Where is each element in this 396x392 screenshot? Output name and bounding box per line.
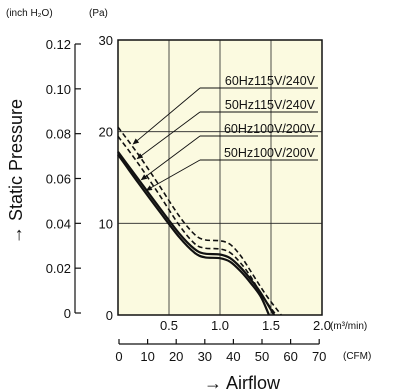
pa-unit-label: (Pa) (89, 8, 108, 19)
m3-unit-label: (m³/min) (330, 321, 367, 332)
curve-1 (117, 135, 277, 316)
pa-tick-label-1: 20 (99, 125, 113, 140)
inch-tick-label-2: 0.04 (46, 216, 71, 231)
pa-tick-label-2: 30 (99, 33, 113, 48)
cfm-axis: 0 10 20 30 40 50 60 70 (115, 339, 326, 364)
cfm-tick-label-2: 20 (169, 349, 183, 364)
inch-unit-label: (inch H₂O) (6, 8, 53, 19)
cfm-tick-label-5: 50 (255, 349, 269, 364)
inch-tick-label-5: 0.10 (46, 82, 71, 97)
inch-tick-label-4: 0.08 (46, 127, 71, 142)
curves (117, 126, 282, 316)
cfm-tick-label-3: 30 (198, 349, 212, 364)
label-leader-1 (136, 111, 201, 160)
label-leader-2 (140, 135, 201, 181)
series-labels: 60Hz115V/240V 50Hz115V/240V 60Hz100V/200V 5… (224, 74, 316, 160)
cfm-unit-label: (CFM) (343, 351, 371, 362)
inch-tick-label-0: 0 (64, 306, 71, 321)
curve-0 (117, 126, 282, 316)
label-leader-0 (132, 87, 201, 145)
pa-tick-label-0: 10 (99, 216, 113, 231)
inch-axis: 0 0.02 0.04 0.06 0.08 0.10 0.12 (46, 37, 81, 321)
pa-tick-label-zero: 0 (106, 308, 113, 323)
pa-axis: 0 10 20 30 (99, 33, 113, 323)
x-axis-title: → Airflow (204, 373, 281, 392)
y-axis-title: → Static Pressure (6, 99, 26, 244)
cfm-tick-label-7: 70 (312, 349, 326, 364)
inch-tick-label-6: 0.12 (46, 37, 71, 52)
series-label-0: 60Hz115V/240V (225, 74, 316, 88)
cfm-tick-label-6: 60 (283, 349, 297, 364)
series-label-2: 60Hz100V/200V (224, 122, 316, 136)
cfm-tick-label-0: 0 (115, 349, 122, 364)
curve-3 (117, 153, 271, 316)
m3-tick-label-0: 0.5 (160, 318, 178, 333)
m3-axis: 0.5 1.0 1.5 2.0 (160, 318, 331, 333)
label-leader-3 (145, 159, 201, 191)
m3-tick-label-1: 1.0 (211, 318, 229, 333)
grid (118, 40, 322, 315)
inch-tick-label-3: 0.06 (46, 172, 71, 187)
inch-tick-label-1: 0.02 (46, 261, 71, 276)
series-label-1: 50Hz115V/240V (225, 98, 316, 112)
cfm-tick-label-4: 40 (226, 349, 240, 364)
m3-tick-label-2: 1.5 (262, 318, 280, 333)
cfm-tick-label-1: 10 (140, 349, 154, 364)
curve-2 (117, 151, 276, 316)
label-leaders (132, 87, 318, 191)
series-label-3: 50Hz100V/200V (224, 146, 316, 160)
m3-tick-label-3: 2.0 (313, 318, 331, 333)
